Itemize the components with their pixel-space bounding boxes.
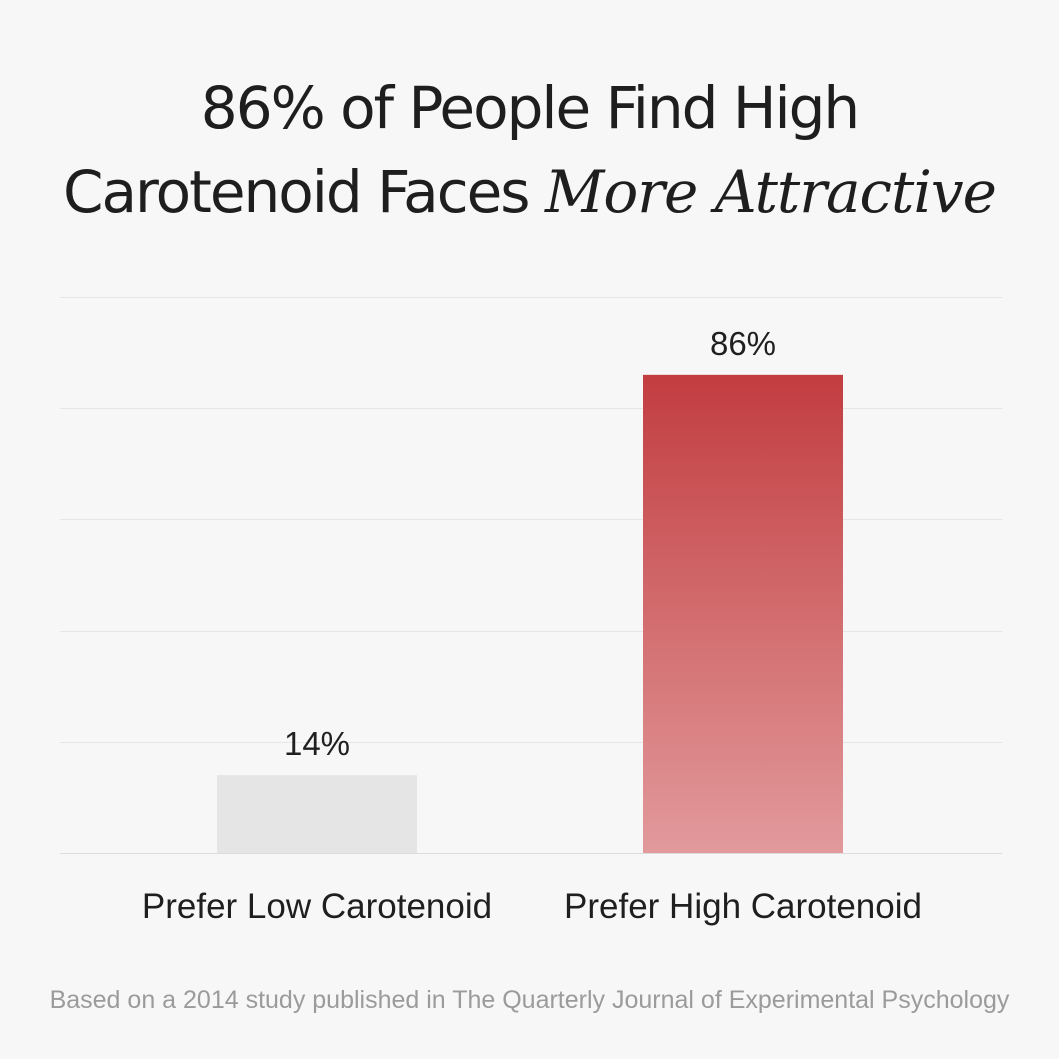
category-label-low: Prefer Low Carotenoid — [142, 887, 492, 926]
title-line-2: Carotenoid Faces More Attractive — [0, 150, 1059, 234]
chart-title: 86% of People Find High Carotenoid Faces… — [0, 66, 1059, 234]
title-emphasis: More Attractive — [544, 158, 997, 226]
bar-low-carotenoid — [217, 775, 417, 853]
title-line-2-plain: Carotenoid Faces — [63, 158, 545, 226]
data-label-low: 14% — [284, 725, 350, 762]
title-line-1: 86% of People Find High — [200, 74, 860, 142]
source-footnote: Based on a 2014 study published in The Q… — [49, 986, 1010, 1014]
category-label-high: Prefer High Carotenoid — [564, 887, 922, 926]
data-label-high: 86% — [710, 325, 776, 362]
bar-high-carotenoid — [643, 374, 843, 853]
